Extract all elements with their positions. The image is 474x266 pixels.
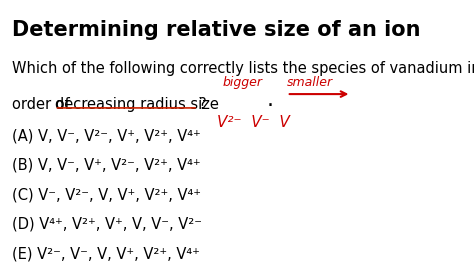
Text: V²⁻  V⁻  V: V²⁻ V⁻ V	[217, 115, 290, 130]
Text: .: .	[266, 90, 273, 110]
Text: decreasing radius size: decreasing radius size	[55, 97, 219, 112]
Text: smaller: smaller	[287, 76, 333, 89]
Text: ?: ?	[199, 97, 206, 112]
Text: (E) V²⁻, V⁻, V, V⁺, V²⁺, V⁴⁺: (E) V²⁻, V⁻, V, V⁺, V²⁺, V⁴⁺	[12, 246, 200, 261]
Text: (D) V⁴⁺, V²⁺, V⁺, V, V⁻, V²⁻: (D) V⁴⁺, V²⁺, V⁺, V, V⁻, V²⁻	[12, 217, 202, 232]
Text: bigger: bigger	[222, 76, 262, 89]
Text: (A) V, V⁻, V²⁻, V⁺, V²⁺, V⁴⁺: (A) V, V⁻, V²⁻, V⁺, V²⁺, V⁴⁺	[12, 128, 201, 143]
Text: Which of the following correctly lists the species of vanadium in: Which of the following correctly lists t…	[12, 61, 474, 76]
Text: Determining relative size of an ion: Determining relative size of an ion	[12, 20, 420, 40]
Text: order of: order of	[12, 97, 74, 112]
Text: (C) V⁻, V²⁻, V, V⁺, V²⁺, V⁴⁺: (C) V⁻, V²⁻, V, V⁺, V²⁺, V⁴⁺	[12, 187, 201, 202]
Text: (B) V, V⁻, V⁺, V²⁻, V²⁺, V⁴⁺: (B) V, V⁻, V⁺, V²⁻, V²⁺, V⁴⁺	[12, 157, 201, 173]
